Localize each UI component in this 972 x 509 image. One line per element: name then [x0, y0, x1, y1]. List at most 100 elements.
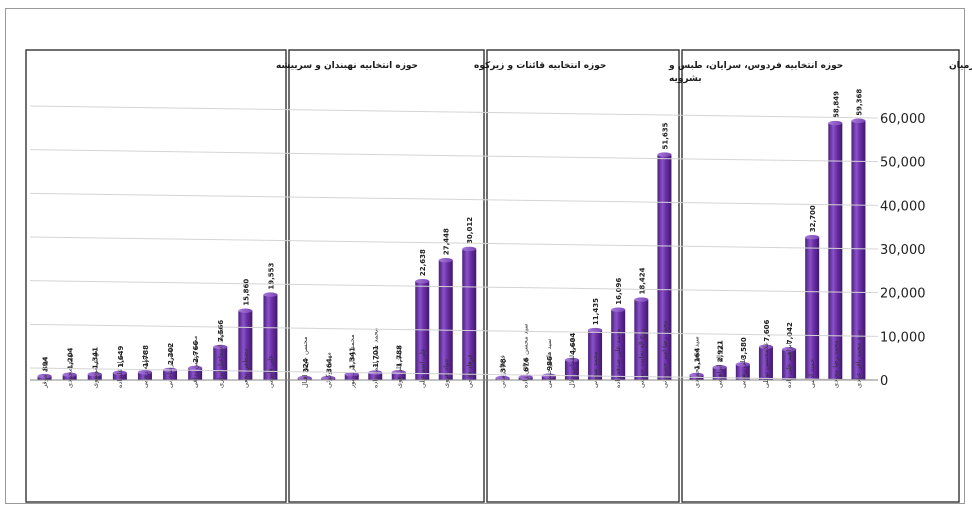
bar-top	[238, 308, 253, 313]
category-label: محمد رضا مجیدی	[831, 340, 839, 388]
data-label: 30,012	[466, 217, 474, 244]
data-label: 894	[42, 356, 50, 371]
data-label: 51,635	[661, 122, 669, 149]
gridline	[29, 367, 879, 381]
panel-border	[25, 49, 287, 503]
data-label: 18,424	[638, 267, 646, 294]
category-label: روح اله نجابت حسینی	[637, 329, 645, 388]
bar-top	[564, 357, 579, 363]
gridline	[29, 280, 879, 294]
panel-border	[288, 49, 485, 503]
bar-top	[712, 365, 727, 370]
bar	[462, 248, 477, 380]
data-label: 1,341	[92, 347, 100, 369]
bar-top	[634, 297, 649, 302]
data-label: 27,448	[443, 228, 451, 255]
data-label: 7,606	[763, 320, 771, 342]
bar	[657, 154, 672, 380]
bar	[805, 237, 820, 380]
bar-top	[518, 374, 533, 380]
bar	[712, 367, 727, 380]
category-label: مراد علیزاده	[116, 354, 124, 388]
bar-top	[611, 307, 626, 312]
category-label: حسن لقمانی جلال	[568, 338, 576, 388]
data-label: 364	[325, 358, 333, 373]
category-label: غلامحسین توکلی	[762, 342, 770, 388]
panel-title: حوزه انتخابیه بیرجند، خوسف و درمیان	[949, 61, 972, 71]
bar	[163, 369, 178, 380]
bar	[263, 294, 278, 380]
gridline	[29, 323, 879, 337]
bar-top	[828, 120, 843, 126]
bar	[611, 309, 626, 380]
bar-top	[851, 118, 866, 123]
bar	[588, 330, 603, 380]
bar-top	[689, 372, 704, 378]
category-label: محمد علی صدقه زاده	[614, 329, 622, 388]
data-label: 986	[546, 356, 554, 371]
data-label: 19,553	[267, 262, 275, 289]
bar-top	[657, 152, 672, 157]
category-label: سید جعفر محمودی	[693, 336, 701, 388]
bar	[391, 372, 406, 380]
bar-top	[805, 235, 820, 240]
data-label: 22,638	[419, 249, 427, 276]
y-tick-label: 60,000	[880, 112, 926, 127]
panel-border	[486, 49, 680, 503]
bar-top	[438, 257, 453, 263]
bar	[344, 374, 359, 380]
category-label: علی اسماعیلی	[418, 348, 426, 388]
chart-frame	[5, 8, 965, 504]
bar	[112, 372, 127, 380]
bar	[188, 367, 203, 380]
bar	[564, 359, 579, 380]
data-label: 1,788	[142, 345, 150, 367]
bar-top	[782, 347, 797, 352]
bar	[782, 349, 797, 380]
data-label: 324	[302, 358, 310, 373]
bar	[415, 281, 430, 380]
data-label: 378	[500, 358, 508, 373]
bar-top	[137, 369, 152, 375]
category-label: جواد هروی	[442, 359, 450, 388]
data-label: 11,435	[592, 298, 600, 325]
bar	[828, 123, 843, 380]
bar	[87, 374, 102, 380]
y-tick-label: 10,000	[880, 330, 926, 345]
category-label: مهدی نوکوئی	[324, 352, 332, 388]
bar-top	[62, 372, 77, 377]
bar	[735, 364, 750, 380]
data-label: 1,341	[349, 347, 357, 369]
data-label: 7,566	[217, 320, 225, 342]
data-label: 1,164	[694, 348, 702, 370]
bar-top	[415, 278, 430, 284]
data-label: 59,368	[855, 89, 863, 116]
panel-1: حوزه انتخابیه بیرجند، خوسف و درمیان 1,164…	[681, 49, 972, 503]
bar-top	[321, 375, 336, 381]
gridline	[29, 149, 879, 163]
panel-2: حوزه انتخابیه فردوس، سرایان، طبس و بشرویه…	[486, 49, 843, 503]
gridline	[29, 105, 879, 119]
category-label: مهدی موقر	[41, 357, 49, 389]
data-label: 1,649	[117, 346, 125, 368]
data-label: 2,921	[717, 340, 725, 362]
data-label: 7,042	[786, 322, 794, 344]
data-label: 1,701	[372, 345, 380, 367]
data-label: 2,766	[192, 341, 200, 363]
data-label: 2,302	[167, 343, 175, 365]
category-label: محمد حسن احمد زاده	[371, 328, 379, 388]
data-label: 4,604	[569, 333, 577, 355]
y-tick-label: 0	[880, 374, 888, 389]
bar	[634, 299, 649, 380]
category-label: ابراهیم علی زاده	[785, 342, 793, 388]
panel-title: حوزه انتخابیه فردوس، سرایان، طبس و بشرویه	[668, 61, 843, 84]
y-tick-label: 30,000	[880, 243, 926, 258]
category-label: مهدی محمدی	[66, 351, 74, 388]
bar-top	[87, 371, 102, 377]
bar	[137, 372, 152, 380]
bar-top	[297, 375, 312, 381]
bar-top	[213, 344, 228, 350]
bar-top	[735, 362, 750, 367]
y-tick-label: 40,000	[880, 199, 926, 214]
